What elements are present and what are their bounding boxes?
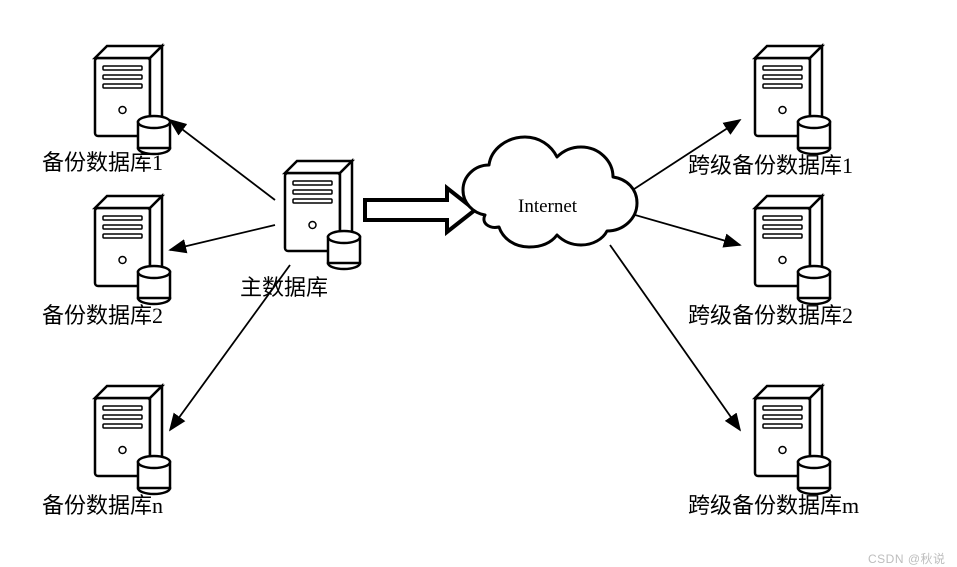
- node-remote1: [755, 46, 830, 154]
- node-remotem: [755, 386, 830, 494]
- edge-cloud-remotem: [610, 245, 740, 430]
- label-cloud: Internet: [518, 196, 577, 218]
- edge-master-backup1: [170, 120, 275, 200]
- diagram-canvas: [0, 0, 957, 566]
- edge-cloud-remote2: [635, 215, 740, 245]
- label-remote2: 跨级备份数据库2: [688, 298, 853, 330]
- edge-master-backup2: [170, 225, 275, 250]
- label-master: 主数据库: [240, 270, 328, 302]
- label-backup2: 备份数据库2: [42, 298, 163, 330]
- node-cloud: [463, 137, 637, 247]
- node-backup2: [95, 196, 170, 304]
- watermark-text: CSDN @秋说: [868, 550, 946, 567]
- big-arrow: [365, 188, 475, 232]
- node-remote2: [755, 196, 830, 304]
- label-backup1: 备份数据库1: [42, 145, 163, 177]
- node-backupn: [95, 386, 170, 494]
- node-master: [285, 161, 360, 269]
- node-backup1: [95, 46, 170, 154]
- label-remote1: 跨级备份数据库1: [688, 148, 853, 180]
- label-backupn: 备份数据库n: [42, 488, 163, 520]
- label-remotem: 跨级备份数据库m: [688, 488, 859, 520]
